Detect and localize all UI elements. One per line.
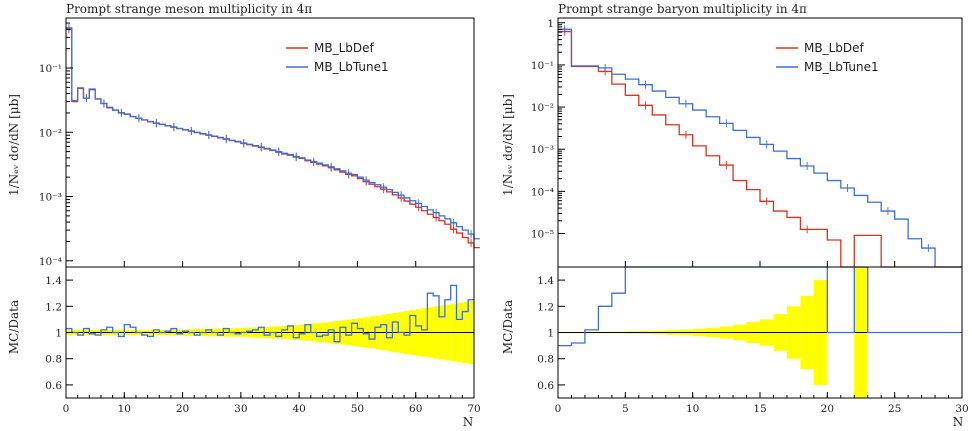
y-tick-label: 10⁻²	[39, 127, 62, 139]
x-tick-label: 40	[292, 403, 305, 415]
y-axis-label-ratio: MC/Data	[7, 300, 21, 354]
x-tick-label: 50	[351, 403, 364, 415]
x-tick-label: 25	[888, 403, 901, 415]
y-tick-label: 10⁻²	[531, 102, 554, 114]
x-tick-label: 20	[821, 403, 834, 415]
x-tick-label: 10	[686, 403, 699, 415]
ratio-series-line	[66, 284, 474, 343]
y-tick-label: 10⁻³	[39, 192, 62, 204]
main-plot-area: 10⁻⁵ 10⁻⁴ 10⁻³ 10⁻² 10⁻¹ 1	[531, 17, 963, 268]
y-tick-label: 10⁻⁴	[531, 186, 554, 198]
y-tick-label: 0.6	[45, 380, 62, 392]
y-tick-label: 10⁻³	[531, 144, 554, 156]
x-tick-label: 15	[753, 403, 766, 415]
y-tick-label: 1	[547, 18, 554, 30]
legend-label-mb-lbdef: MB_LbDef	[804, 41, 865, 55]
baryon-multiplicity-panel: Prompt strange baryon multiplicity in 4π…	[501, 2, 969, 429]
x-tick-label: 60	[409, 403, 422, 415]
y-tick-label: 1.2	[45, 301, 62, 313]
series-line-mb-lbtune1	[66, 27, 480, 240]
y-tick-label: 1.4	[537, 275, 554, 287]
ratio-plot-area: 0 5 10 15 20 25 30 0.6 0.8 1 1.2 1.4	[537, 266, 969, 415]
legend: MB_LbDef MB_LbTune1	[286, 41, 389, 74]
y-tick-label: 0.8	[537, 354, 554, 366]
y-axis-label-main: 1/Nₑᵥ dσ/dN [μb]	[7, 94, 21, 196]
x-tick-label: 20	[176, 403, 189, 415]
meson-multiplicity-panel: Prompt strange meson multiplicity in 4π …	[7, 2, 481, 429]
x-tick-label: 30	[955, 403, 968, 415]
y-tick-label: 1	[55, 328, 62, 340]
chart-title: Prompt strange meson multiplicity in 4π	[66, 2, 312, 16]
x-tick-label: 0	[555, 403, 562, 415]
series-line-mb-lbdef	[558, 30, 962, 268]
main-frame	[65, 17, 475, 268]
y-axis-label-ratio: MC/Data	[501, 300, 515, 354]
y-tick-label: 1	[547, 328, 554, 340]
y-tick-label: 10⁻⁵	[531, 228, 554, 240]
y-tick-label: 0.8	[45, 354, 62, 366]
x-tick-label: 10	[118, 403, 131, 415]
y-tick-label: 10⁻⁴	[39, 256, 62, 268]
legend-label-mb-lbtune1: MB_LbTune1	[804, 60, 879, 74]
x-tick-label: 0	[63, 403, 70, 415]
y-tick-label: 0.6	[537, 380, 554, 392]
y-tick-label: 10⁻¹	[39, 63, 62, 75]
x-axis-label: N	[953, 415, 964, 429]
series-line-mb-lbdef	[66, 28, 480, 249]
x-axis-label: N	[463, 415, 474, 429]
legend-label-mb-lbdef: MB_LbDef	[314, 41, 375, 55]
y-tick-label: 1.4	[45, 275, 62, 287]
x-tick-label: 30	[234, 403, 247, 415]
main-plot-area: 10⁻⁴ 10⁻³ 10⁻² 10⁻¹	[39, 17, 480, 268]
ratio-plot-area: 0 10 20 30 40 50 60 70 0.6 0.8 1 1.2 1.4	[45, 266, 481, 415]
x-tick-label: 5	[622, 403, 629, 415]
legend-label-mb-lbtune1: MB_LbTune1	[314, 60, 389, 74]
x-tick-label: 70	[467, 403, 480, 415]
y-axis-label-main: 1/Nₑᵥ dσ/dN [μb]	[501, 94, 515, 196]
series-line-mb-lbtune1	[558, 28, 962, 268]
chart-title: Prompt strange baryon multiplicity in 4π	[558, 2, 807, 16]
y-tick-label: 1.2	[537, 301, 554, 313]
y-tick-label: 10⁻¹	[531, 60, 554, 72]
legend: MB_LbDef MB_LbTune1	[776, 41, 879, 74]
